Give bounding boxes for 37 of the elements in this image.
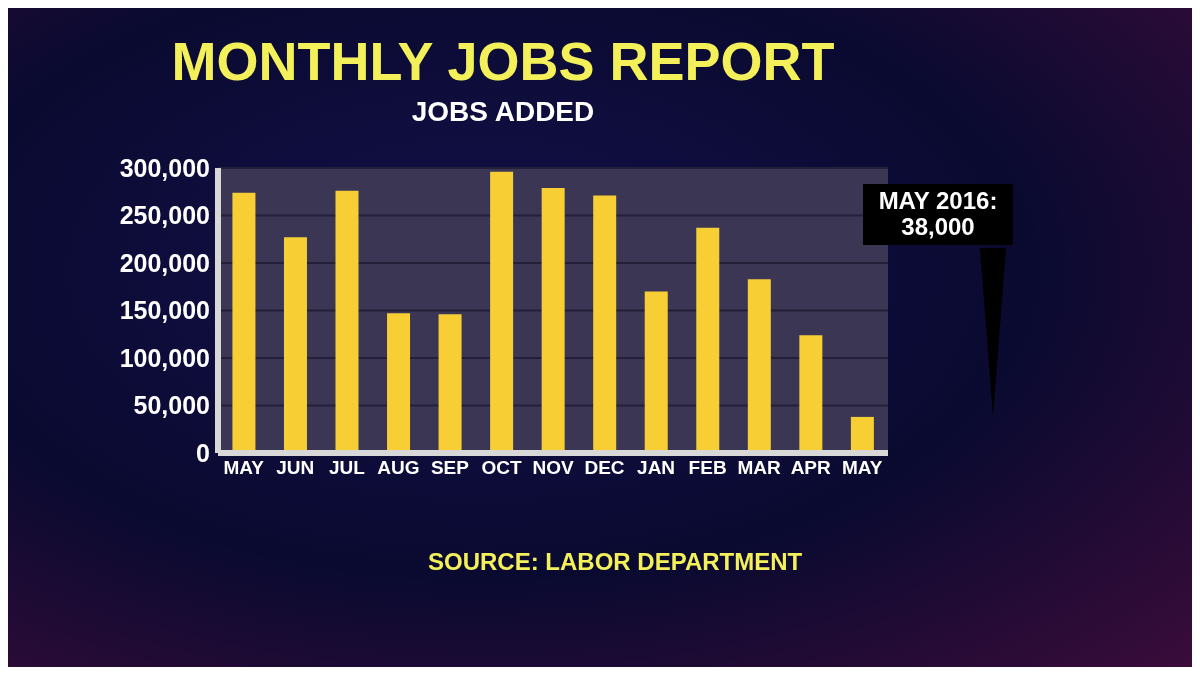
x-tick-label: NOV [532, 457, 574, 479]
x-tick-label: DEC [584, 457, 625, 479]
y-tick-label: 150,000 [119, 296, 210, 325]
x-tick-label: APR [790, 457, 832, 479]
x-tick-label: JUN [276, 457, 315, 479]
x-tick-label: AUG [377, 457, 420, 479]
y-tick-label: 50,000 [133, 391, 210, 420]
x-tick-label: JAN [637, 457, 676, 479]
x-tick-label: FEB [688, 457, 727, 479]
bar [283, 237, 307, 453]
bar [799, 335, 823, 453]
x-tick-label: MAY [223, 457, 265, 479]
chart-subtitle: JOBS ADDED [410, 96, 596, 128]
bar [593, 195, 617, 453]
y-tick-label: 250,000 [119, 201, 210, 230]
x-tick-label: MAY [841, 457, 883, 479]
bar [850, 416, 874, 453]
bar [387, 313, 411, 453]
bar [335, 190, 359, 453]
source-note: SOURCE: LABOR DEPARTMENT [428, 548, 803, 576]
x-tick-label: SEP [430, 457, 470, 479]
x-tick-label: MAR [737, 457, 782, 479]
bar [232, 192, 256, 453]
chart-title: MONTHLY JOBS REPORT [170, 30, 836, 92]
y-tick-label: 300,000 [119, 153, 210, 182]
bar [747, 279, 771, 453]
bar [438, 314, 462, 453]
bar [644, 291, 668, 453]
bar [696, 227, 720, 453]
x-tick-label: JUL [328, 457, 366, 479]
y-tick-label: 200,000 [119, 248, 210, 277]
bar [490, 171, 514, 453]
x-tick-label: OCT [481, 457, 522, 479]
y-tick-label: 100,000 [119, 343, 210, 372]
y-tick-label: 0 [196, 438, 210, 467]
annotation: MAY 2016: 38,000 [863, 184, 1013, 245]
bar [541, 187, 565, 453]
